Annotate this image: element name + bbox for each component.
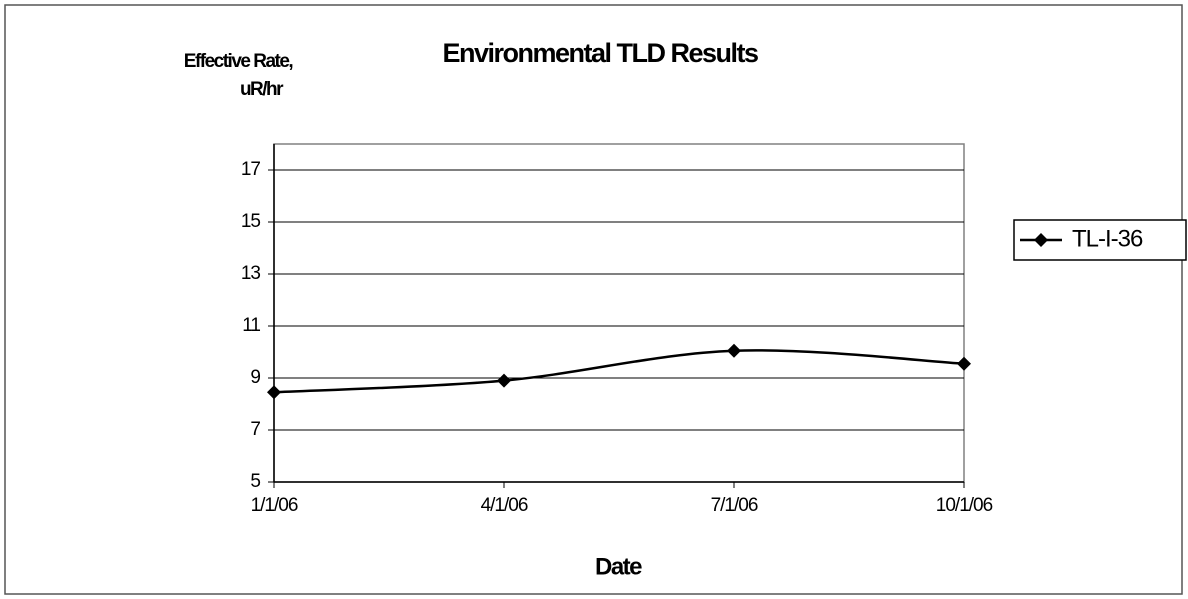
x-tick-label: 7/1/06 [711,495,758,516]
y-tick-label: 7 [250,419,260,440]
y-axis-label: uR/hr [240,79,284,100]
y-tick-label: 13 [241,263,261,284]
series-line [273,349,965,394]
x-tick-label: 1/1/06 [251,495,298,516]
chart-title: Environmental TLD Results [442,38,758,68]
y-tick-label: 9 [250,367,260,388]
x-tick-label: 4/1/06 [481,495,528,516]
y-axis-label: Effective Rate, [184,51,294,72]
y-tick-label: 17 [241,159,261,180]
data-point [267,385,281,400]
y-tick-label: 11 [242,315,260,336]
x-tick-label: 10/1/06 [936,495,993,516]
y-tick-label: 5 [250,471,260,492]
legend-marker [1034,233,1048,247]
x-axis-label: Date [595,553,642,580]
plot-area [273,143,965,483]
legend-label: TL-I-36 [1072,225,1143,252]
data-point [957,356,971,371]
data-point [497,373,511,388]
y-tick-label: 15 [241,211,261,232]
data-point [727,343,741,358]
